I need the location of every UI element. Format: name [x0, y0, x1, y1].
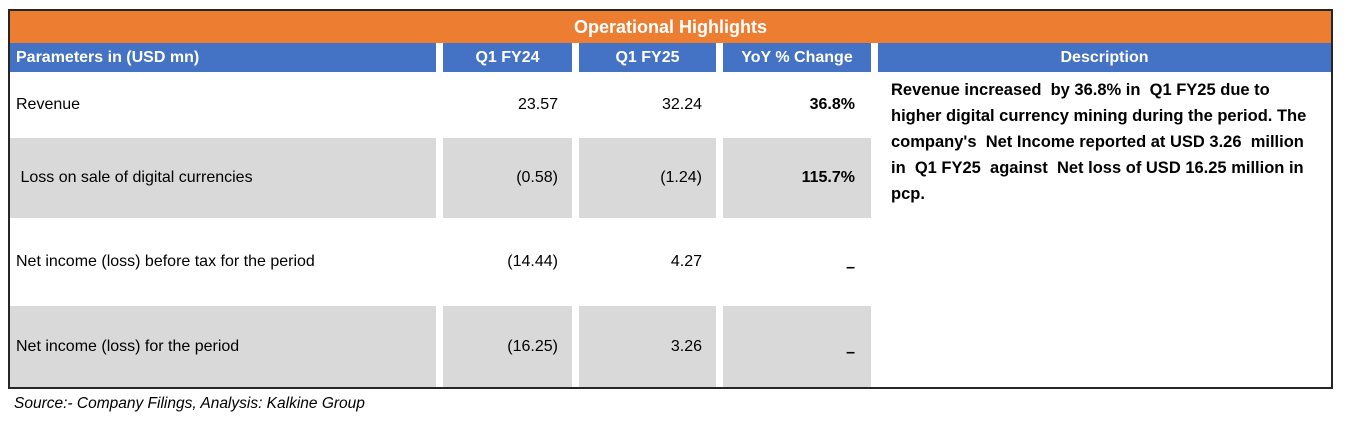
column-header-description: Description [878, 43, 1331, 72]
table-title: Operational Highlights [10, 11, 1331, 43]
loss-on-sale-q1fy24-value: (0.58) [443, 138, 572, 218]
column-header-q1fy24: Q1 FY24 [443, 43, 572, 72]
column-header-parameters: Parameters in (USD mn) [10, 43, 436, 72]
row-label-revenue: Revenue [16, 96, 81, 113]
loss-on-sale-yoy-value: 115.7% [723, 138, 871, 218]
net-income-before-tax-q1fy25-value: 4.27 [670, 253, 702, 270]
source-attribution: Source:- Company Filings, Analysis: Kalk… [14, 395, 365, 412]
net-income-before-tax-q1fy24-value: (14.44) [507, 253, 558, 270]
row-label-net-income-before-tax: Net income (loss) before tax for the per… [16, 253, 315, 270]
dash-value: – [846, 259, 855, 276]
net-income-before-tax-yoy-value: – [723, 218, 871, 306]
net-income-yoy-value: – [723, 306, 871, 387]
operational-highlights-table: Operational Highlights Parameters in (US… [8, 9, 1333, 389]
column-header-q1fy25: Q1 FY25 [579, 43, 716, 72]
loss-on-sale-q1fy25-value: (1.24) [579, 138, 716, 218]
description-text: Revenue increased by 36.8% in Q1 FY25 du… [878, 72, 1331, 387]
revenue-q1fy24-value: 23.57 [517, 96, 558, 113]
row-label-net-income: Net income (loss) for the period [10, 306, 436, 387]
row-label-loss-on-sale: Loss on sale of digital currencies [10, 138, 436, 218]
column-header-yoy-change: YoY % Change [723, 43, 871, 72]
table-grid: Operational Highlights Parameters in (US… [10, 11, 1331, 387]
net-income-q1fy25-value: 3.26 [579, 306, 716, 387]
dash-value: – [846, 343, 855, 361]
revenue-q1fy25-value: 32.24 [661, 96, 702, 113]
revenue-yoy-value: 36.8% [809, 96, 855, 113]
net-income-q1fy24-value: (16.25) [443, 306, 572, 387]
